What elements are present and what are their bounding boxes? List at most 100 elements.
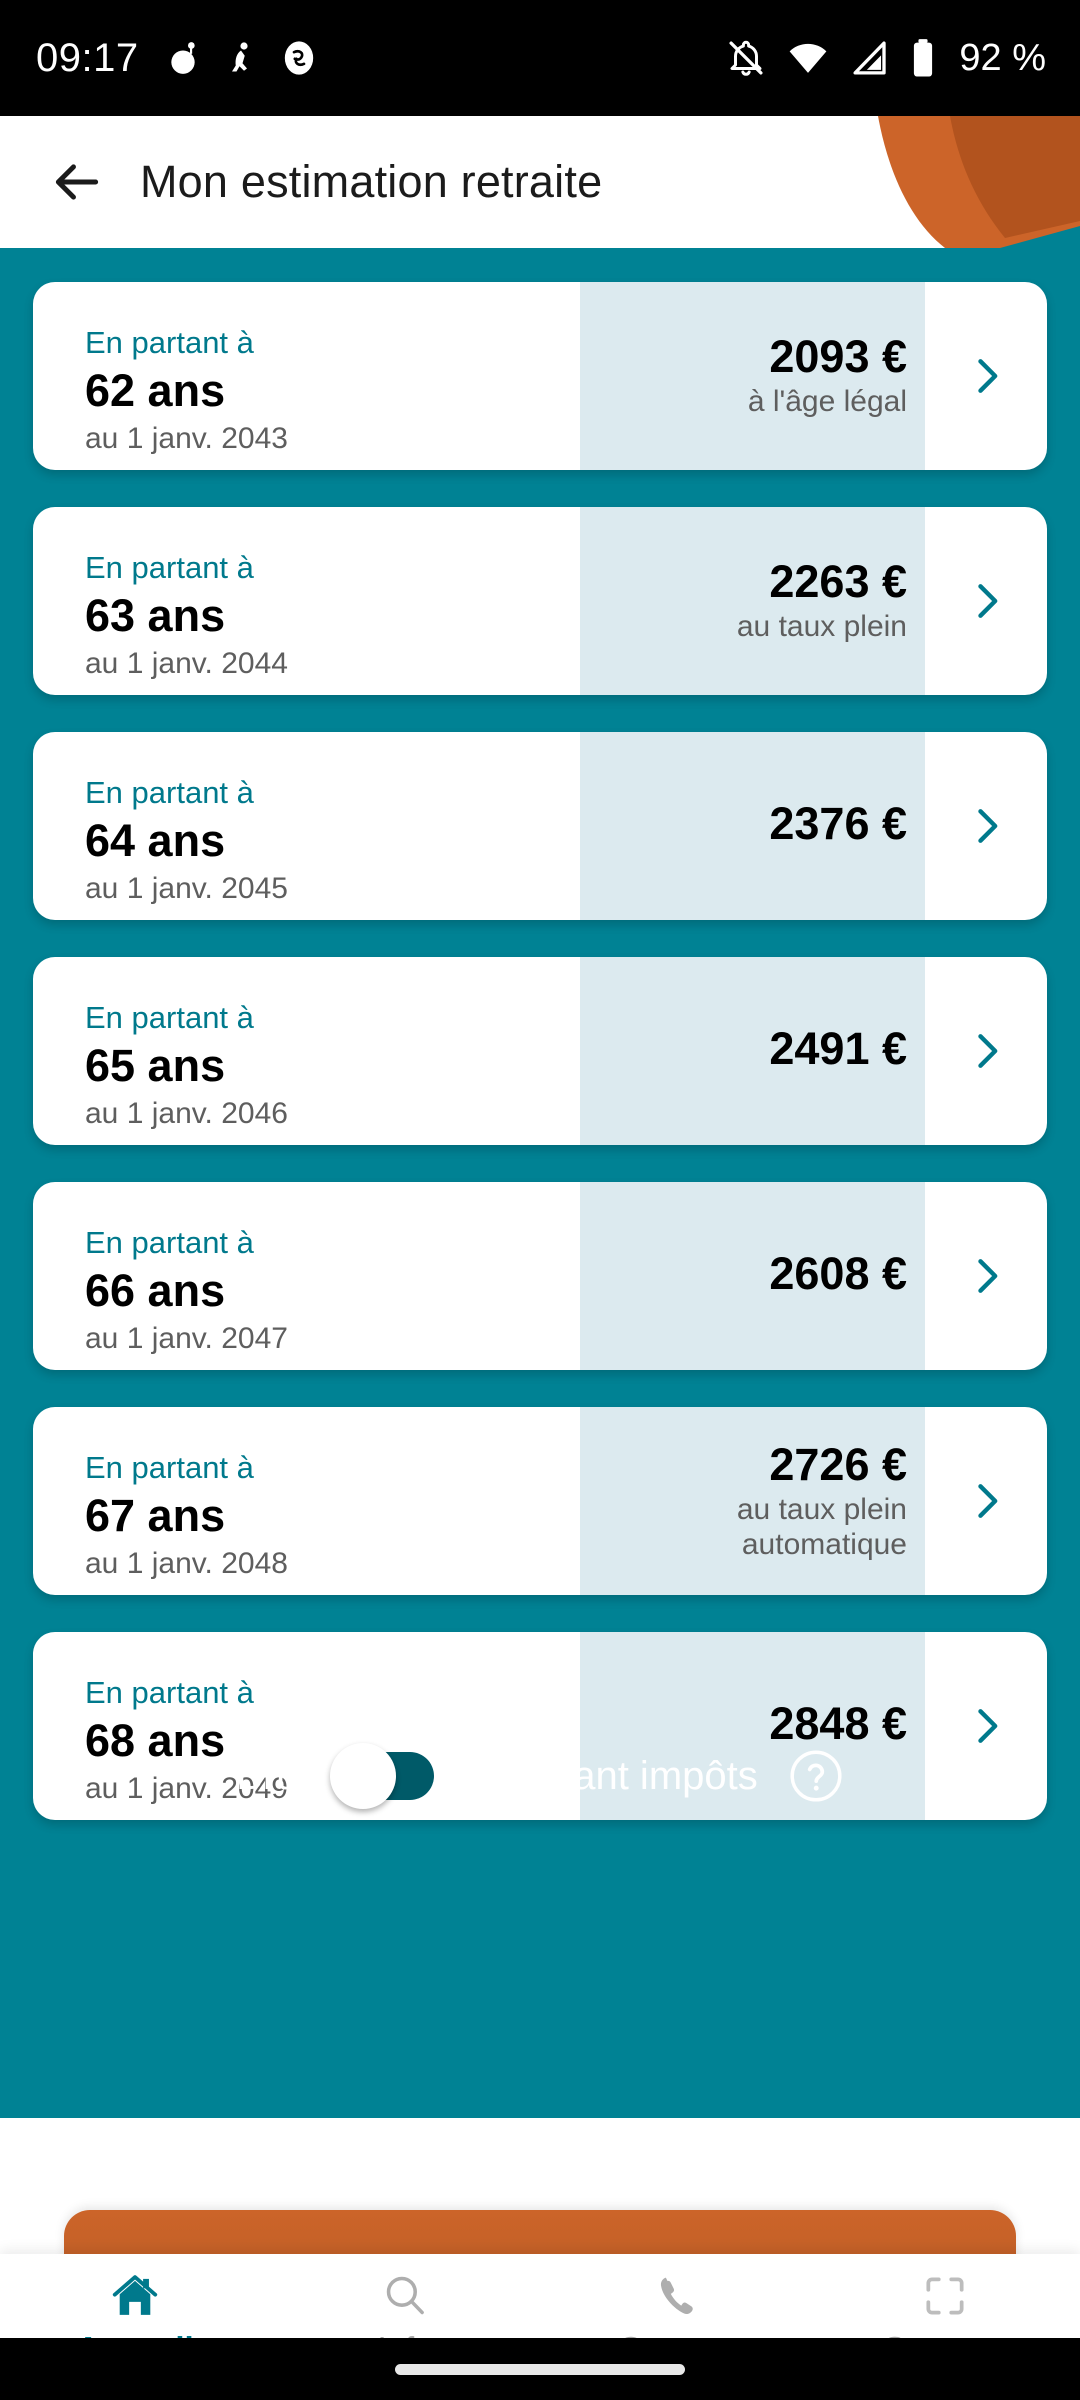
card-amount: 2726 €	[769, 1438, 907, 1490]
card-kicker: En partant à	[85, 1675, 254, 1711]
card-age: 68 ans	[85, 1715, 226, 1767]
status-bar-clock: 09:17	[36, 35, 139, 80]
back-button[interactable]	[42, 147, 112, 217]
card-date: au 1 janv. 2043	[85, 422, 288, 456]
card-left-section: En partant à 67 ans au 1 janv. 2048	[33, 1407, 580, 1595]
card-chevron-area[interactable]	[925, 1407, 1047, 1595]
notifications-off-icon	[729, 40, 763, 76]
card-age: 65 ans	[85, 1040, 226, 1092]
reddit-icon	[170, 42, 195, 74]
card-amount-note: à l'âge légal	[747, 385, 907, 419]
card-kicker: En partant à	[85, 325, 254, 361]
card-kicker: En partant à	[85, 1225, 254, 1261]
card-kicker: En partant à	[85, 550, 254, 586]
card-chevron-area[interactable]	[925, 1632, 1047, 1820]
estimation-card[interactable]: En partant à 65 ans au 1 janv. 2046 2491…	[33, 957, 1047, 1145]
card-chevron-area[interactable]	[925, 1182, 1047, 1370]
card-amount-panel: 2093 € à l'âge légal	[580, 282, 925, 470]
card-amount: 2491 €	[769, 1023, 907, 1075]
card-left-section: En partant à 68 ans au 1 janv. 2049	[33, 1632, 580, 1820]
card-amount-panel: 2726 € au taux plein automatique	[580, 1407, 925, 1595]
card-amount-panel: 2848 €	[580, 1632, 925, 1820]
status-bar-notification-icons	[163, 38, 319, 78]
card-amount-panel: 2608 €	[580, 1182, 925, 1370]
card-left-section: En partant à 64 ans au 1 janv. 2045	[33, 732, 580, 920]
card-kicker: En partant à	[85, 775, 254, 811]
card-kicker: En partant à	[85, 1000, 254, 1036]
home-icon	[108, 2268, 162, 2324]
header-row: Mon estimation retraite	[0, 116, 1080, 248]
system-gesture-bar	[0, 2338, 1080, 2400]
card-amount-panel: 2376 €	[580, 732, 925, 920]
battery-percentage: 92 %	[959, 36, 1046, 79]
brut-net-switch[interactable]	[329, 1743, 434, 1809]
card-chevron-area[interactable]	[925, 732, 1047, 920]
card-chevron-area[interactable]	[925, 282, 1047, 470]
battery-icon	[914, 39, 933, 77]
chevron-right-icon	[978, 809, 998, 843]
estimation-card[interactable]: En partant à 67 ans au 1 janv. 2048 2726…	[33, 1407, 1047, 1595]
header-decoration-shape	[878, 116, 1080, 248]
status-bar: 09:17	[0, 0, 1080, 116]
card-left-section: En partant à 66 ans au 1 janv. 2047	[33, 1182, 580, 1370]
cellular-signal-icon	[853, 41, 887, 75]
card-age: 62 ans	[85, 365, 226, 417]
app-header: Mon estimation retraite	[0, 116, 1080, 248]
card-amount: 2376 €	[769, 798, 907, 850]
switch-knob	[329, 1743, 396, 1809]
card-left-section: En partant à 65 ans au 1 janv. 2046	[33, 957, 580, 1145]
toggle-label-brut[interactable]: Brut	[236, 1753, 310, 1798]
card-date: au 1 janv. 2047	[85, 1322, 288, 1356]
card-kicker: En partant à	[85, 1450, 254, 1486]
help-circle-icon[interactable]	[788, 1748, 844, 1804]
toggle-label-net[interactable]: Net avant impôts	[457, 1753, 758, 1798]
card-amount-panel: 2263 € au taux plein	[580, 507, 925, 695]
card-date: au 1 janv. 2044	[85, 647, 288, 681]
card-amount: 2263 €	[769, 555, 907, 607]
estimation-card[interactable]: En partant à 66 ans au 1 janv. 2047 2608…	[33, 1182, 1047, 1370]
chevron-right-icon	[978, 1259, 998, 1293]
search-icon	[380, 2268, 430, 2324]
estimation-card[interactable]: En partant à 63 ans au 1 janv. 2044 2263…	[33, 507, 1047, 695]
card-amount: 2093 €	[769, 330, 907, 382]
chevron-right-icon	[978, 1034, 998, 1068]
estimation-card[interactable]: En partant à 62 ans au 1 janv. 2043 2093…	[33, 282, 1047, 470]
main-content: En partant à 62 ans au 1 janv. 2043 2093…	[0, 248, 1080, 2118]
gesture-pill[interactable]	[395, 2363, 685, 2375]
chevron-right-icon	[978, 1484, 998, 1518]
estimation-card[interactable]: En partant à 68 ans au 1 janv. 2049 2848…	[33, 1632, 1047, 1820]
card-amount-panel: 2491 €	[580, 957, 925, 1145]
card-date: au 1 janv. 2046	[85, 1097, 288, 1131]
card-chevron-area[interactable]	[925, 957, 1047, 1145]
estimation-card[interactable]: En partant à 64 ans au 1 janv. 2045 2376…	[33, 732, 1047, 920]
card-age: 66 ans	[85, 1265, 226, 1317]
card-left-section: En partant à 63 ans au 1 janv. 2044	[33, 507, 580, 695]
card-amount-note: au taux plein	[736, 610, 907, 644]
chevron-right-icon	[978, 359, 998, 393]
card-date: au 1 janv. 2048	[85, 1547, 288, 1581]
chevron-right-icon	[978, 1709, 998, 1743]
card-chevron-area[interactable]	[925, 507, 1047, 695]
card-age: 67 ans	[85, 1490, 226, 1542]
card-amount-note: au taux plein automatique	[736, 1492, 907, 1561]
card-age: 64 ans	[85, 815, 226, 867]
back-arrow-icon	[55, 164, 99, 200]
card-amount: 2848 €	[769, 1698, 907, 1750]
card-date: au 1 janv. 2045	[85, 872, 288, 906]
scan-frame-icon	[920, 2268, 970, 2324]
status-bar-right: 92 %	[725, 37, 1046, 80]
wifi-icon	[790, 43, 827, 73]
ski-icon	[231, 42, 248, 72]
chevron-right-icon	[978, 584, 998, 618]
shazam-icon	[284, 41, 313, 75]
card-left-section: En partant à 62 ans au 1 janv. 2043	[33, 282, 580, 470]
phone-icon	[650, 2268, 700, 2324]
card-amount: 2608 €	[769, 1248, 907, 1300]
page-title: Mon estimation retraite	[140, 156, 603, 207]
card-age: 63 ans	[85, 590, 226, 642]
estimation-card-list: En partant à 62 ans au 1 janv. 2043 2093…	[0, 248, 1080, 1820]
status-bar-left: 09:17	[36, 36, 319, 81]
card-date: au 1 janv. 2049	[85, 1772, 288, 1806]
brut-net-toggle-row: Brut Net avant impôts	[0, 1716, 1080, 1836]
